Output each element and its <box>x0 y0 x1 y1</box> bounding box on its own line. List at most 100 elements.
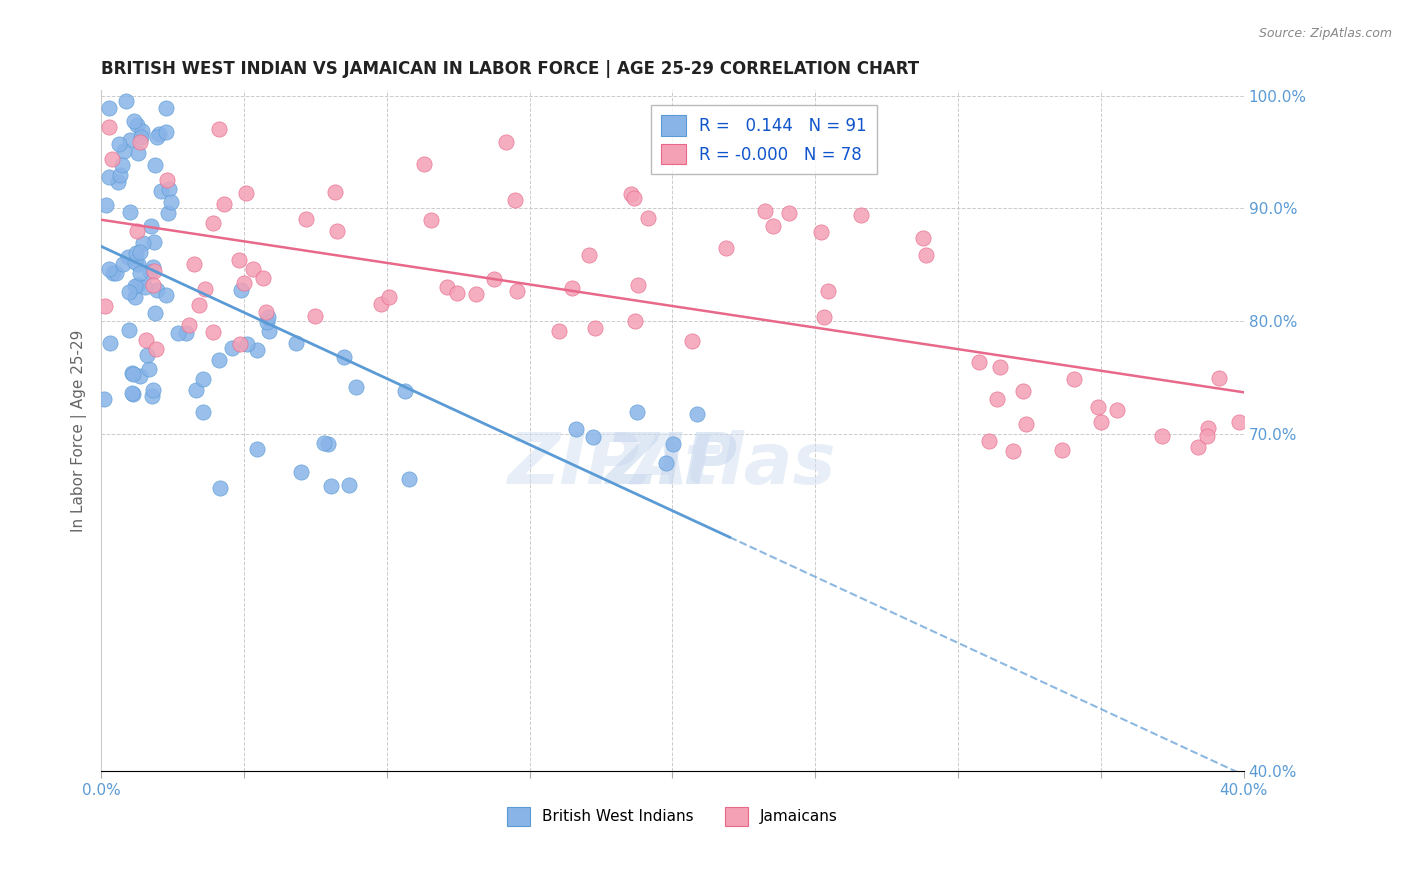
Jamaicans <box>817 284 839 298</box>
Jamaicans <box>233 277 256 291</box>
British West Indians <box>246 343 269 357</box>
British West Indians <box>564 422 586 436</box>
Jamaicans <box>813 310 835 324</box>
British West Indians <box>174 326 197 341</box>
Jamaicans <box>1187 441 1209 455</box>
British West Indians <box>101 266 124 280</box>
British West Indians <box>150 184 173 198</box>
British West Indians <box>107 137 129 152</box>
Jamaicans <box>915 248 938 262</box>
British West Indians <box>98 101 121 115</box>
Jamaicans <box>212 197 235 211</box>
British West Indians <box>290 465 312 479</box>
British West Indians <box>111 257 134 271</box>
Jamaicans <box>94 299 117 313</box>
British West Indians <box>121 385 143 400</box>
British West Indians <box>337 478 360 492</box>
British West Indians <box>141 389 163 403</box>
British West Indians <box>111 158 134 172</box>
Legend: British West Indians, Jamaicans: British West Indians, Jamaicans <box>501 801 844 832</box>
British West Indians <box>136 349 159 363</box>
British West Indians <box>129 130 152 145</box>
Jamaicans <box>208 122 231 136</box>
British West Indians <box>155 125 177 139</box>
British West Indians <box>142 260 165 274</box>
Text: BRITISH WEST INDIAN VS JAMAICAN IN LABOR FORCE | AGE 25-29 CORRELATION CHART: BRITISH WEST INDIAN VS JAMAICAN IN LABOR… <box>101 60 920 78</box>
Jamaicans <box>547 324 569 338</box>
British West Indians <box>128 244 150 259</box>
Jamaicans <box>465 286 488 301</box>
Jamaicans <box>506 284 529 298</box>
British West Indians <box>398 473 420 487</box>
British West Indians <box>131 123 153 137</box>
British West Indians <box>118 285 141 299</box>
Jamaicans <box>1197 429 1219 443</box>
British West Indians <box>160 195 183 210</box>
Jamaicans <box>101 152 124 166</box>
Jamaicans <box>1150 429 1173 443</box>
British West Indians <box>312 436 335 450</box>
British West Indians <box>156 206 179 220</box>
British West Indians <box>145 130 167 145</box>
British West Indians <box>118 323 141 337</box>
Jamaicans <box>420 212 443 227</box>
British West Indians <box>121 367 143 381</box>
British West Indians <box>316 437 339 451</box>
Jamaicans <box>1001 444 1024 458</box>
British West Indians <box>208 481 231 495</box>
Jamaicans <box>912 231 935 245</box>
Jamaicans <box>578 247 600 261</box>
Jamaicans <box>1208 371 1230 385</box>
British West Indians <box>112 144 135 158</box>
Jamaicans <box>446 285 468 300</box>
Jamaicans <box>778 206 800 220</box>
British West Indians <box>146 283 169 297</box>
Jamaicans <box>714 241 737 255</box>
British West Indians <box>134 280 156 294</box>
Jamaicans <box>436 279 458 293</box>
British West Indians <box>157 182 180 196</box>
Jamaicans <box>127 224 149 238</box>
Jamaicans <box>143 264 166 278</box>
Text: Source: ZipAtlas.com: Source: ZipAtlas.com <box>1258 27 1392 40</box>
Jamaicans <box>627 277 650 292</box>
Jamaicans <box>228 252 250 267</box>
Jamaicans <box>145 342 167 356</box>
British West Indians <box>229 283 252 297</box>
Jamaicans <box>179 318 201 332</box>
British West Indians <box>332 350 354 364</box>
British West Indians <box>94 197 117 211</box>
Jamaicans <box>97 120 120 134</box>
Jamaicans <box>304 310 326 324</box>
Jamaicans <box>194 282 217 296</box>
British West Indians <box>127 257 149 271</box>
British West Indians <box>138 361 160 376</box>
British West Indians <box>193 405 215 419</box>
British West Indians <box>344 380 367 394</box>
Jamaicans <box>325 224 347 238</box>
Jamaicans <box>188 298 211 312</box>
British West Indians <box>626 404 648 418</box>
Jamaicans <box>229 337 252 351</box>
Jamaicans <box>849 208 872 222</box>
Text: ZIPAtlas: ZIPAtlas <box>508 430 837 500</box>
British West Indians <box>107 175 129 189</box>
British West Indians <box>155 288 177 302</box>
Jamaicans <box>254 305 277 319</box>
Jamaicans <box>1014 417 1036 432</box>
British West Indians <box>124 290 146 304</box>
British West Indians <box>125 118 148 132</box>
British West Indians <box>655 456 678 470</box>
British West Indians <box>118 133 141 147</box>
Jamaicans <box>1011 384 1033 398</box>
Jamaicans <box>183 257 205 271</box>
Jamaicans <box>323 185 346 199</box>
Jamaicans <box>201 216 224 230</box>
British West Indians <box>193 371 215 385</box>
British West Indians <box>122 114 145 128</box>
Jamaicans <box>1107 403 1129 417</box>
British West Indians <box>257 310 280 325</box>
British West Indians <box>105 266 128 280</box>
British West Indians <box>125 246 148 260</box>
British West Indians <box>124 254 146 268</box>
